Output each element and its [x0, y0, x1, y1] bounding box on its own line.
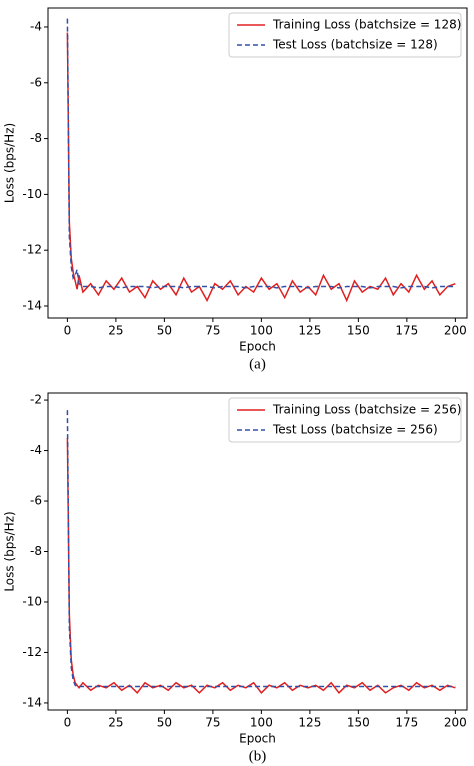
- y-tick-label: -6: [30, 494, 42, 508]
- legend-label: Test Loss (batchsize = 128): [272, 38, 438, 52]
- y-tick-label: -10: [22, 594, 42, 608]
- legend-box: [228, 397, 462, 443]
- loss-line: [66, 18, 456, 289]
- x-tick-label: 150: [347, 716, 370, 730]
- y-tick-label: -4: [30, 443, 42, 457]
- x-tick-label: 175: [395, 716, 418, 730]
- legend-box: [228, 12, 462, 58]
- x-tick-label: 125: [298, 716, 321, 730]
- y-tick-label: -2: [30, 393, 42, 407]
- y-tick-label: -12: [22, 645, 42, 659]
- plot-frame: [47, 7, 468, 319]
- x-tick-label: 100: [250, 716, 273, 730]
- y-tick-label: -8: [30, 131, 42, 145]
- x-axis-label: Epoch: [239, 732, 276, 746]
- y-tick-label: -12: [22, 243, 42, 257]
- plot-frame: [47, 392, 468, 711]
- legend-label: Test Loss (batchsize = 256): [272, 423, 438, 437]
- x-tick-label: 200: [444, 324, 467, 338]
- x-tick-label: 75: [205, 716, 220, 730]
- x-tick-label: 0: [64, 716, 72, 730]
- caption: (b): [249, 748, 267, 764]
- x-tick-label: 50: [157, 324, 172, 338]
- x-tick-label: 175: [395, 324, 418, 338]
- x-tick-label: 125: [298, 324, 321, 338]
- y-tick-label: -14: [22, 695, 42, 709]
- x-tick-label: 150: [347, 324, 370, 338]
- caption: (a): [249, 356, 266, 372]
- y-tick-label: -4: [30, 19, 42, 33]
- loss-line: [66, 32, 456, 303]
- y-tick-label: -8: [30, 544, 42, 558]
- loss-line: [66, 437, 456, 694]
- y-axis-label: Loss (bps/Hz): [3, 511, 17, 591]
- x-tick-label: 0: [64, 324, 72, 338]
- legend-label: Training Loss (batchsize = 256): [272, 403, 461, 417]
- loss-line: [66, 410, 456, 688]
- y-tick-label: -10: [22, 187, 42, 201]
- y-axis-label: Loss (bps/Hz): [3, 123, 17, 203]
- y-tick-label: -14: [22, 299, 42, 313]
- x-tick-label: 50: [157, 716, 172, 730]
- x-tick-label: 200: [444, 716, 467, 730]
- x-tick-label: 25: [108, 324, 123, 338]
- x-tick-label: 25: [108, 716, 123, 730]
- y-tick-label: -6: [30, 75, 42, 89]
- x-axis-label: Epoch: [239, 340, 276, 354]
- x-tick-label: 75: [205, 324, 220, 338]
- x-tick-label: 100: [250, 324, 273, 338]
- legend-label: Training Loss (batchsize = 128): [272, 18, 461, 32]
